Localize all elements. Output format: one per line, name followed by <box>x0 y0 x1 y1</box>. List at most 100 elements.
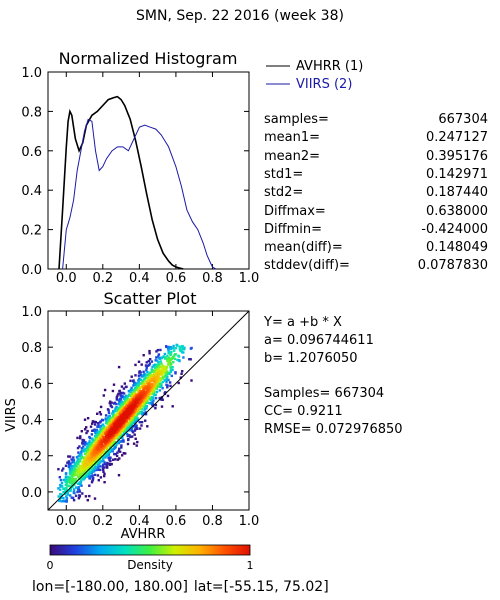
scatter-point <box>151 403 154 407</box>
scatter-point <box>93 420 96 424</box>
scatter-point <box>119 405 122 409</box>
scatter-point <box>114 407 117 410</box>
scatter-point <box>91 422 94 425</box>
scatter-point <box>76 465 79 468</box>
scatter-point <box>126 442 130 446</box>
scatter-point <box>91 440 94 443</box>
scatter-point <box>119 429 122 433</box>
scatter-point <box>80 471 83 475</box>
scatter-point <box>97 425 100 428</box>
y-tick-label: 0.0 <box>21 486 42 501</box>
stat-key: Diffmax= <box>264 203 326 219</box>
scatter-point <box>149 402 152 405</box>
scatter-point <box>133 433 136 436</box>
y-tick-label: 0.4 <box>21 414 42 429</box>
scatter-point <box>169 362 173 365</box>
scatter-point <box>115 435 118 438</box>
scatter-point <box>147 385 150 389</box>
scatter-point <box>93 497 97 500</box>
scatter-point <box>82 439 86 442</box>
scatter-point <box>87 461 91 465</box>
scatter-point <box>135 424 138 427</box>
scatter-point <box>112 440 115 443</box>
scatter-point <box>120 446 123 449</box>
scatter-point <box>58 476 61 479</box>
scatter-point <box>140 408 144 411</box>
y-tick-label: 0.8 <box>21 105 42 120</box>
x-tick-label: 0.6 <box>166 514 187 529</box>
scatter-point <box>110 431 113 435</box>
scatter-point <box>179 349 182 352</box>
scatter-point <box>163 357 167 360</box>
scatter-point <box>101 419 105 422</box>
scatter-point <box>70 468 73 472</box>
scatter-point <box>145 369 148 372</box>
scatter-point <box>87 460 91 463</box>
scatter-point <box>134 402 137 405</box>
scatter-point <box>83 428 87 431</box>
scatter-point <box>154 366 157 369</box>
y-tick-label: 0.6 <box>21 377 42 392</box>
scatter-point <box>68 484 71 487</box>
scatter-point <box>91 438 94 442</box>
scatter-point <box>173 354 176 357</box>
scatter-point <box>188 358 191 361</box>
scatter-point <box>166 386 169 389</box>
density-colorbar <box>49 544 251 556</box>
scatter-point <box>117 403 121 406</box>
scatter-plot-frame <box>47 310 250 511</box>
scatter-point <box>161 387 164 390</box>
scatter-point <box>124 423 128 426</box>
scatter-point <box>74 477 77 481</box>
stat-row: samples= 667304 <box>264 112 500 130</box>
scatter-point <box>85 475 88 478</box>
scatter-point <box>151 365 154 369</box>
scatter-point <box>69 462 72 465</box>
scatter-point <box>73 468 77 472</box>
scatter-point <box>84 495 88 498</box>
stat-row: mean(diff)= 0.148049 <box>264 240 500 258</box>
legend-viirs-label: VIIRS (2) <box>296 77 352 92</box>
scatter-point <box>64 464 68 467</box>
scatter-point <box>103 440 106 444</box>
scatter-point <box>118 432 121 435</box>
scatter-point <box>79 473 82 476</box>
histogram-plot-frame <box>47 71 250 270</box>
scatter-point <box>119 450 122 453</box>
scatter-point <box>122 432 126 435</box>
y-tick-label: 0.2 <box>21 224 42 239</box>
scatter-point <box>141 405 145 408</box>
scatter-point <box>78 481 81 484</box>
scatter-point <box>131 435 134 438</box>
scatter-point <box>72 478 76 481</box>
x-tick-label: 0.4 <box>129 271 150 286</box>
scatter-point <box>91 476 94 479</box>
scatter-point <box>108 462 111 465</box>
stat-value: 0.247127 <box>425 130 488 146</box>
scatter-point <box>131 388 134 392</box>
scatter-point <box>189 358 192 361</box>
scatter-point <box>115 421 118 424</box>
scatter-point <box>160 356 164 360</box>
scatter-point <box>126 426 129 430</box>
scatter-point <box>94 449 97 452</box>
scatter-point <box>105 463 108 466</box>
scatter-point <box>155 390 159 394</box>
fit-intercept: a= 0.096744611 <box>264 333 374 348</box>
scatter-point <box>145 373 148 377</box>
scatter-point <box>72 490 76 493</box>
scatter-point <box>167 348 170 352</box>
scatter-point <box>85 463 88 466</box>
scatter-point <box>90 449 93 453</box>
scatter-point <box>64 487 68 490</box>
scatter-point <box>131 380 135 383</box>
fit-slope: b= 1.2076050 <box>264 351 358 366</box>
scatter-point <box>99 445 103 448</box>
scatter-point <box>64 500 67 503</box>
scatter-point <box>120 407 123 410</box>
scatter-point <box>130 400 133 404</box>
x-tick-label: 0.0 <box>56 514 77 529</box>
scatter-point <box>104 438 107 441</box>
scatter-point <box>178 359 181 362</box>
scatter-panel: Scatter Plot 0.0 0.2 0.4 0.6 0.8 1.0 0.00.20.… <box>4 289 259 542</box>
